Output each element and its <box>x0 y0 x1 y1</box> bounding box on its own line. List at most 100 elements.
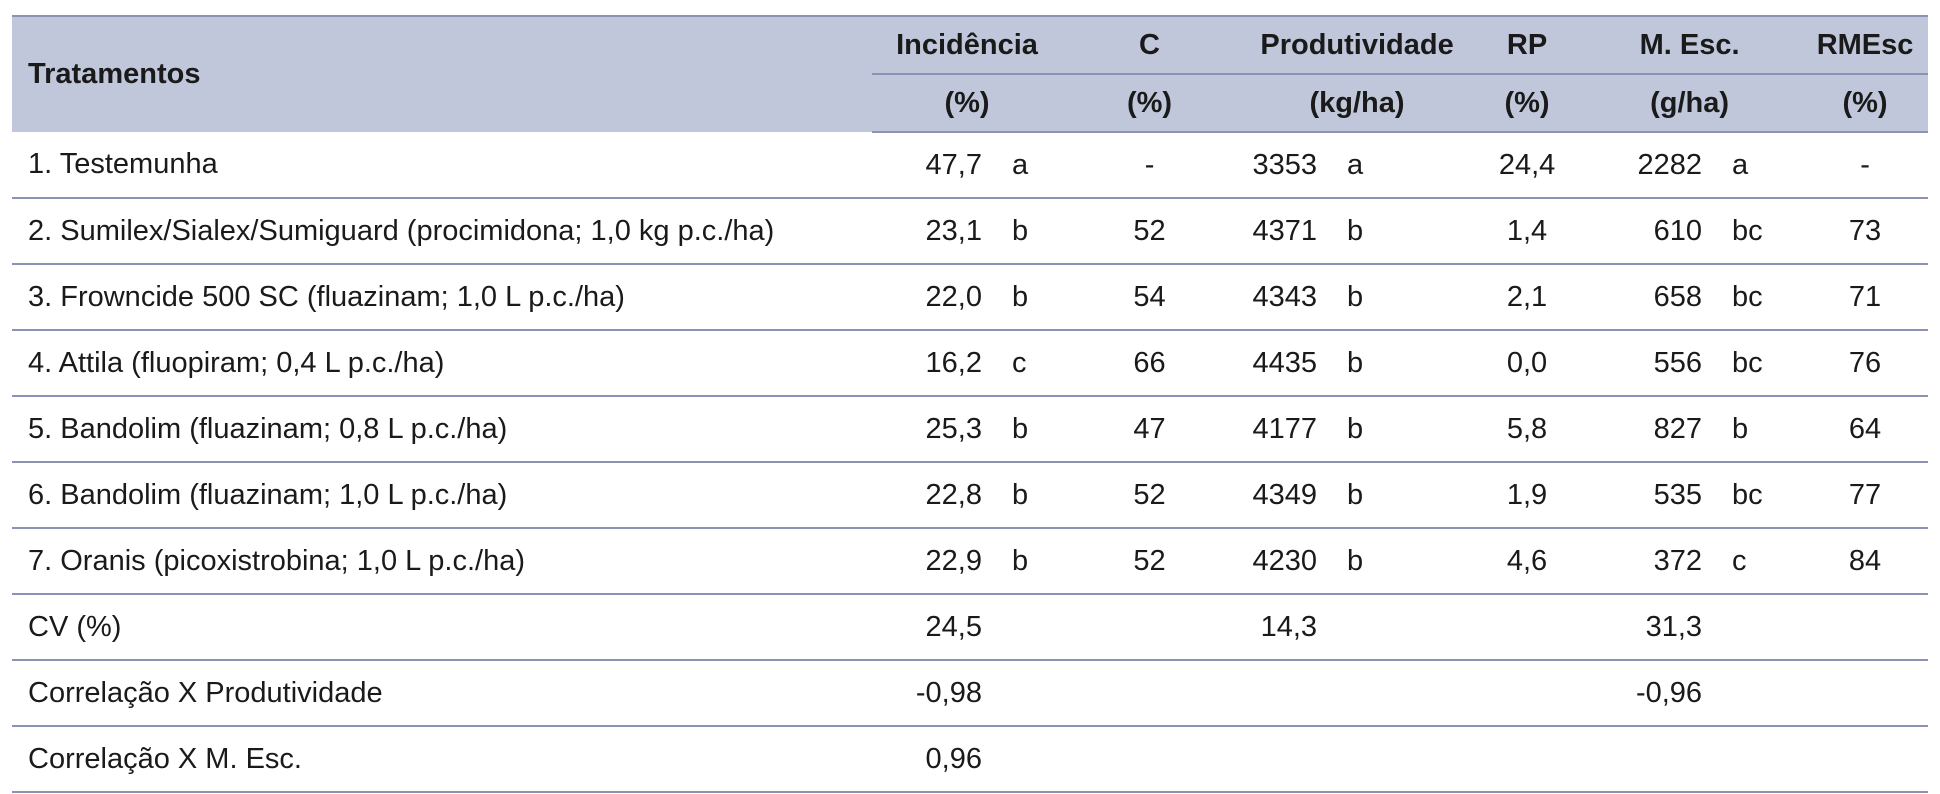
cell-mesc-letter: a <box>1702 132 1803 199</box>
table-row-corr-mesc: Correlação X M. Esc. 0,96 <box>12 726 1929 793</box>
header-rmesc-unit: (%) <box>1802 74 1929 133</box>
cell-produtividade: 4177 <box>1237 396 1318 463</box>
cell-treatment: 6. Bandolim (fluazinam; 1,0 L p.c./ha) <box>12 462 872 529</box>
table-row: 6. Bandolim (fluazinam; 1,0 L p.c./ha) 2… <box>12 462 1929 529</box>
header-rp-unit: (%) <box>1477 74 1578 133</box>
cell-incidencia-letter <box>982 594 1063 661</box>
cell-incidencia-letter: c <box>982 330 1063 397</box>
cell-rp: 1,9 <box>1477 462 1578 529</box>
header-c-unit: (%) <box>1062 74 1238 133</box>
cell-mesc: 658 <box>1577 264 1703 331</box>
cell-rp: 2,1 <box>1477 264 1578 331</box>
cell-mesc: -0,96 <box>1577 660 1703 727</box>
header-produtividade-unit: (kg/ha) <box>1237 74 1478 133</box>
cell-treatment: 1. Testemunha <box>12 132 872 199</box>
table-row: 5. Bandolim (fluazinam; 0,8 L p.c./ha) 2… <box>12 396 1929 463</box>
cell-produtividade <box>1237 726 1318 793</box>
table-row: 2. Sumilex/Sialex/Sumiguard (procimidona… <box>12 198 1929 265</box>
cell-produtividade-letter <box>1317 660 1478 727</box>
cell-incidencia-letter: b <box>982 198 1063 265</box>
cell-incidencia: 25,3 <box>872 396 982 463</box>
cell-rp: 24,4 <box>1477 132 1578 199</box>
cell-mesc: 2282 <box>1577 132 1703 199</box>
cell-c <box>1062 726 1238 793</box>
cell-treatment: Correlação X Produtividade <box>12 660 872 727</box>
cell-incidencia-letter: b <box>982 462 1063 529</box>
cell-rp <box>1477 726 1578 793</box>
table-header: Tratamentos Incidência C Produtividade R… <box>12 16 1929 133</box>
cell-treatment: Correlação X M. Esc. <box>12 726 872 793</box>
cell-c <box>1062 660 1238 727</box>
table-row-cv: CV (%) 24,5 14,3 31,3 <box>12 594 1929 661</box>
cell-rp <box>1477 594 1578 661</box>
cell-produtividade: 4371 <box>1237 198 1318 265</box>
header-incidencia: Incidência <box>872 16 1063 75</box>
cell-produtividade: 3353 <box>1237 132 1318 199</box>
cell-incidencia: -0,98 <box>872 660 982 727</box>
cell-mesc-letter: bc <box>1702 264 1803 331</box>
header-c: C <box>1062 16 1238 75</box>
cell-produtividade-letter: b <box>1317 198 1478 265</box>
header-mesc-unit: (g/ha) <box>1577 74 1803 133</box>
header-incidencia-unit: (%) <box>872 74 1063 133</box>
cell-rmesc: 77 <box>1802 462 1929 529</box>
cell-c: 52 <box>1062 462 1238 529</box>
cell-rp: 5,8 <box>1477 396 1578 463</box>
cell-produtividade-letter <box>1317 594 1478 661</box>
cell-mesc: 610 <box>1577 198 1703 265</box>
cell-incidencia-letter: b <box>982 528 1063 595</box>
cell-produtividade-letter: a <box>1317 132 1478 199</box>
cell-mesc: 827 <box>1577 396 1703 463</box>
cell-produtividade: 4435 <box>1237 330 1318 397</box>
cell-produtividade-letter: b <box>1317 264 1478 331</box>
table-row-corr-produtividade: Correlação X Produtividade -0,98 -0,96 <box>12 660 1929 727</box>
cell-mesc-letter <box>1702 660 1803 727</box>
cell-incidencia: 22,8 <box>872 462 982 529</box>
header-mesc: M. Esc. <box>1577 16 1803 75</box>
cell-incidencia: 47,7 <box>872 132 982 199</box>
cell-mesc: 372 <box>1577 528 1703 595</box>
cell-incidencia-letter: b <box>982 396 1063 463</box>
cell-mesc: 31,3 <box>1577 594 1703 661</box>
cell-incidencia: 16,2 <box>872 330 982 397</box>
cell-produtividade: 4349 <box>1237 462 1318 529</box>
cell-produtividade-letter: b <box>1317 396 1478 463</box>
table-row: 4. Attila (fluopiram; 0,4 L p.c./ha) 16,… <box>12 330 1929 397</box>
table-body: 1. Testemunha 47,7 a - 3353 a 24,4 2282 … <box>12 132 1929 793</box>
cell-incidencia: 22,9 <box>872 528 982 595</box>
cell-mesc-letter: bc <box>1702 462 1803 529</box>
cell-mesc: 556 <box>1577 330 1703 397</box>
cell-produtividade-letter: b <box>1317 462 1478 529</box>
cell-c <box>1062 594 1238 661</box>
cell-rp: 4,6 <box>1477 528 1578 595</box>
cell-mesc-letter <box>1702 594 1803 661</box>
cell-incidencia-letter <box>982 726 1063 793</box>
cell-treatment: 7. Oranis (picoxistrobina; 1,0 L p.c./ha… <box>12 528 872 595</box>
cell-rmesc: 71 <box>1802 264 1929 331</box>
cell-mesc-letter: c <box>1702 528 1803 595</box>
cell-mesc-letter <box>1702 726 1803 793</box>
cell-rmesc: 73 <box>1802 198 1929 265</box>
cell-rp <box>1477 660 1578 727</box>
table-row: 7. Oranis (picoxistrobina; 1,0 L p.c./ha… <box>12 528 1929 595</box>
cell-produtividade-letter <box>1317 726 1478 793</box>
header-rp: RP <box>1477 16 1578 75</box>
cell-c: 52 <box>1062 198 1238 265</box>
cell-rp: 0,0 <box>1477 330 1578 397</box>
cell-c: 66 <box>1062 330 1238 397</box>
cell-rmesc <box>1802 726 1929 793</box>
table-row: 3. Frowncide 500 SC (fluazinam; 1,0 L p.… <box>12 264 1929 331</box>
cell-mesc-letter: b <box>1702 396 1803 463</box>
cell-mesc-letter: bc <box>1702 198 1803 265</box>
cell-rmesc: 76 <box>1802 330 1929 397</box>
cell-produtividade: 4230 <box>1237 528 1318 595</box>
cell-rmesc: - <box>1802 132 1929 199</box>
cell-incidencia-letter <box>982 660 1063 727</box>
table-row: 1. Testemunha 47,7 a - 3353 a 24,4 2282 … <box>12 132 1929 199</box>
cell-c: 54 <box>1062 264 1238 331</box>
cell-rmesc: 64 <box>1802 396 1929 463</box>
header-tratamentos: Tratamentos <box>12 16 872 132</box>
cell-produtividade <box>1237 660 1318 727</box>
cell-treatment: 4. Attila (fluopiram; 0,4 L p.c./ha) <box>12 330 872 397</box>
results-table: Tratamentos Incidência C Produtividade R… <box>12 15 1929 793</box>
